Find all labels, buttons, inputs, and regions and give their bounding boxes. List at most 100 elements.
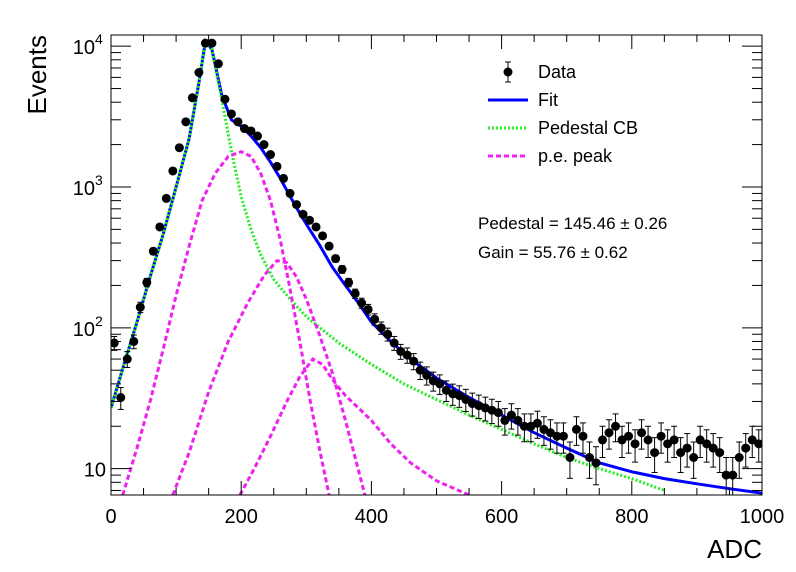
data-point bbox=[116, 387, 126, 410]
data-point bbox=[643, 425, 653, 459]
data-point bbox=[292, 200, 302, 210]
annotation-text: Pedestal = 145.46 ± 0.26 bbox=[478, 214, 667, 233]
data-point bbox=[350, 288, 360, 299]
data-marker bbox=[558, 431, 568, 441]
data-marker bbox=[246, 126, 256, 136]
data-marker bbox=[279, 173, 289, 183]
data-marker bbox=[637, 428, 647, 438]
legend-label: Pedestal CB bbox=[538, 118, 638, 138]
data-point bbox=[584, 441, 594, 479]
data-point bbox=[161, 193, 171, 203]
data-point bbox=[669, 425, 679, 459]
data-point bbox=[324, 241, 334, 251]
data-marker bbox=[155, 222, 165, 232]
data-point bbox=[181, 117, 191, 127]
data-marker bbox=[350, 289, 360, 299]
x-tick-label: 1000 bbox=[740, 506, 785, 528]
curve-p-e-peak-2 bbox=[171, 258, 367, 495]
data-marker bbox=[669, 435, 679, 445]
legend: Data Fit Pedestal CB p.e. peak bbox=[488, 61, 638, 166]
data-point bbox=[279, 173, 289, 183]
data-point bbox=[591, 446, 601, 486]
data-point bbox=[532, 410, 542, 439]
data-point bbox=[129, 334, 139, 350]
data-point bbox=[650, 437, 660, 473]
data-marker bbox=[702, 439, 712, 449]
data-marker bbox=[129, 336, 139, 346]
data-marker bbox=[357, 298, 367, 308]
data-marker bbox=[122, 354, 132, 364]
data-point bbox=[689, 441, 699, 479]
data-marker bbox=[344, 277, 354, 287]
y-tick-exponent: 4 bbox=[95, 31, 103, 47]
x-tick-label: 600 bbox=[485, 506, 518, 528]
data-marker bbox=[728, 470, 738, 480]
data-marker bbox=[207, 38, 217, 48]
data-point bbox=[617, 425, 627, 459]
data-point bbox=[558, 422, 568, 454]
data-point bbox=[370, 313, 380, 326]
data-marker bbox=[454, 391, 464, 401]
data-marker bbox=[708, 443, 718, 453]
data-point bbox=[741, 433, 751, 468]
legend-label: Data bbox=[538, 62, 577, 82]
data-marker bbox=[435, 379, 445, 389]
data-marker bbox=[324, 241, 334, 251]
data-point bbox=[578, 422, 588, 454]
data-point bbox=[702, 429, 712, 463]
y-axis-label: Events bbox=[22, 35, 52, 115]
x-tick-label: 800 bbox=[615, 506, 648, 528]
data-marker bbox=[689, 453, 699, 463]
data-point bbox=[318, 231, 328, 241]
data-marker bbox=[415, 365, 425, 375]
data-point bbox=[721, 457, 731, 495]
data-marker bbox=[111, 338, 119, 348]
data-marker bbox=[617, 435, 627, 445]
data-marker bbox=[148, 246, 158, 256]
data-point bbox=[422, 366, 432, 386]
data-marker bbox=[187, 93, 197, 103]
data-point bbox=[396, 343, 406, 360]
data-point bbox=[265, 150, 275, 160]
data-marker bbox=[741, 443, 751, 453]
data-marker bbox=[305, 215, 315, 225]
data-point bbox=[357, 297, 367, 309]
data-point bbox=[344, 277, 354, 288]
data-point bbox=[389, 335, 399, 351]
data-marker bbox=[226, 109, 236, 119]
data-point bbox=[695, 425, 705, 459]
data-marker bbox=[168, 166, 178, 176]
data-marker bbox=[331, 254, 341, 264]
data-point bbox=[611, 413, 621, 443]
data-point bbox=[454, 385, 464, 408]
data-point bbox=[506, 403, 516, 430]
data-point bbox=[728, 457, 738, 495]
legend-item-fit: Fit bbox=[488, 90, 558, 110]
data-marker bbox=[734, 453, 744, 463]
data-marker bbox=[142, 277, 152, 287]
data-marker bbox=[200, 38, 210, 48]
data-point bbox=[493, 400, 503, 427]
y-tick-label: 10 bbox=[84, 460, 106, 482]
data-marker bbox=[135, 302, 145, 312]
data-marker bbox=[292, 200, 302, 210]
data-point bbox=[519, 413, 529, 443]
data-marker bbox=[265, 150, 275, 160]
data-marker bbox=[396, 346, 406, 356]
data-marker bbox=[116, 393, 126, 403]
data-marker bbox=[650, 448, 660, 458]
data-point bbox=[200, 38, 210, 48]
data-marker bbox=[318, 231, 328, 241]
data-point bbox=[676, 437, 686, 473]
data-marker bbox=[422, 370, 432, 380]
data-marker bbox=[578, 431, 588, 441]
data-marker bbox=[272, 161, 282, 171]
data-marker bbox=[747, 435, 757, 445]
data-point bbox=[226, 109, 236, 119]
data-marker bbox=[181, 117, 191, 127]
data-marker bbox=[376, 323, 386, 333]
data-marker bbox=[584, 453, 594, 463]
data-marker bbox=[402, 350, 412, 360]
data-point bbox=[513, 408, 523, 436]
data-point bbox=[174, 143, 184, 153]
